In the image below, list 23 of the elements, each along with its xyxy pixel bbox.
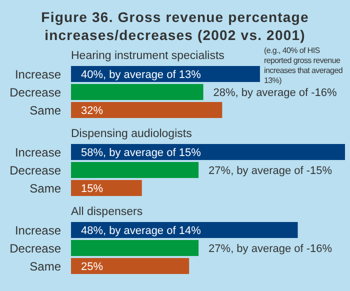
y-tick-label: Decrease — [10, 163, 62, 178]
y-tick-label: Increase — [14, 145, 62, 160]
data-label: 58%, by average of 15% — [81, 147, 202, 159]
data-label: 48%, by average of 14% — [81, 225, 202, 237]
data-label: 25% — [81, 261, 104, 273]
y-tick-label: Same — [30, 181, 62, 196]
y-tick-label: Same — [30, 103, 62, 118]
data-label: 15% — [81, 183, 104, 195]
chart-title: Figure 36. Gross revenue percentage increases/decreases (2002 vs. 2001) — [40, 8, 310, 45]
y-tick-label: Decrease — [10, 241, 62, 256]
y-tick-label: Same — [30, 259, 62, 274]
text: (e.g., 40% of HIS reported gross revenue increases that averaged 13%) — [264, 46, 344, 86]
y-tick-label: Increase — [14, 223, 62, 238]
y-tick-label: Increase — [14, 67, 62, 82]
y-tick-label: Decrease — [10, 85, 62, 100]
chart-subtitle: All dispensers — [70, 205, 144, 220]
chart-subtitle: Dispensing audiologists — [70, 127, 193, 142]
data-label: 32% — [81, 105, 104, 117]
chart-subtitle: Hearing instrument specialists — [71, 50, 224, 62]
data-label: 28%, by average of -16% — [213, 87, 338, 99]
data-label: 27%, by average of -15% — [208, 165, 332, 177]
data-label: 40%, by average of 13% — [81, 69, 202, 81]
data-label: 27%, by average of -16% — [208, 243, 332, 255]
